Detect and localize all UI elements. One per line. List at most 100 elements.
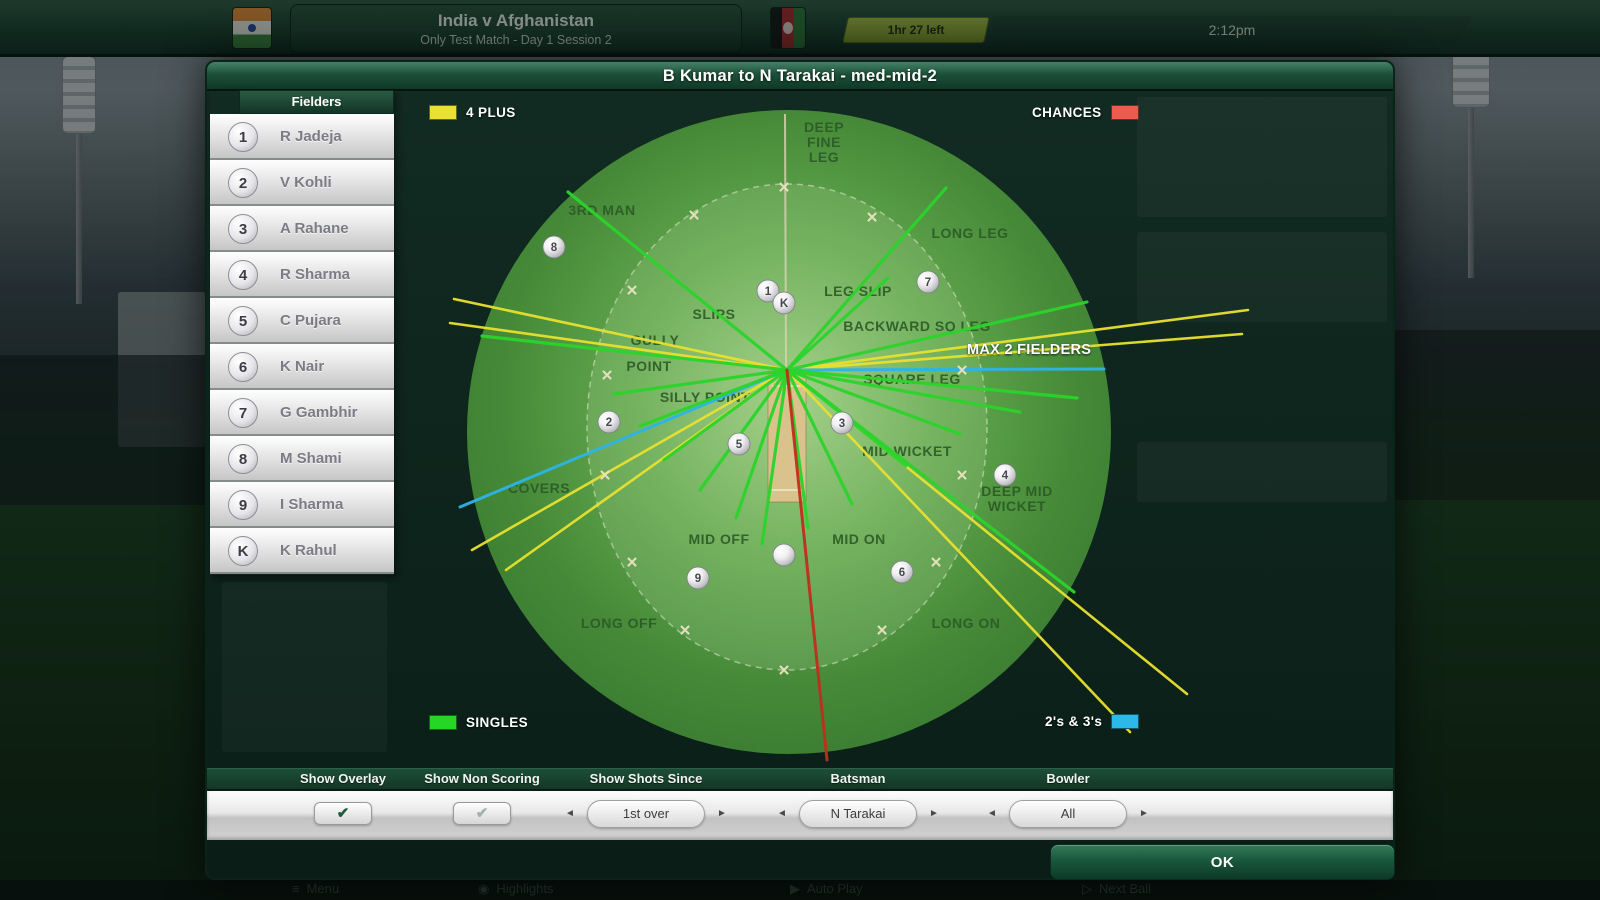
fielder-ball-number: 9	[695, 573, 701, 585]
fielder-name: I Sharma	[280, 496, 344, 513]
spinner-next-icon[interactable]: ►	[929, 808, 939, 819]
fielder-ball-circle	[890, 560, 914, 584]
spinner-prev-icon[interactable]: ◄	[987, 808, 997, 819]
position-label: MID OFF	[688, 531, 749, 547]
fielder-number-ball-icon: K	[228, 536, 258, 566]
bottom-bar-item[interactable]: ▷ Next Ball	[1082, 881, 1151, 897]
floodlight-icon	[62, 56, 96, 304]
fielder-ball-circle	[830, 411, 854, 435]
controls-strip: ✔ ✔ ◄ 1st over ► ◄ N Tarakai ► ◄ All ►	[207, 791, 1393, 840]
singles-label: SINGLES	[466, 715, 529, 730]
shot-line-cyan	[458, 368, 789, 509]
fielder-ball-number: 1	[765, 286, 772, 298]
x-mark: ✕	[679, 623, 692, 640]
position-label: DEEP	[804, 119, 844, 135]
x-mark: ✕	[866, 210, 879, 227]
fielder-name: R Sharma	[280, 266, 351, 283]
x-mark: ✕	[601, 368, 614, 385]
position-label: DEEP MID	[981, 483, 1052, 499]
max-fielders-label: MAX 2 FIELDERS	[967, 342, 1092, 358]
bottom-bar-item[interactable]: ≡ Menu	[292, 881, 339, 896]
spinner-next-icon[interactable]: ►	[717, 808, 727, 819]
fielder-ball: 8	[542, 235, 566, 259]
control-label: Show Non Scoring	[424, 771, 540, 786]
control-label: Show Overlay	[300, 771, 386, 786]
fielder-ball: 2	[597, 410, 621, 434]
fielder-name: R Jadeja	[280, 128, 342, 145]
fielder-ball	[772, 543, 796, 567]
match-header-bar: India v Afghanistan Only Test Match - Da…	[0, 0, 1600, 57]
fielder-number-ball-icon: 9	[228, 490, 258, 520]
shot-line-green	[785, 368, 854, 506]
checkbox-show-non-scoring[interactable]: ✔	[453, 802, 511, 825]
fielder-name: M Shami	[280, 450, 342, 467]
fielder-name: A Rahane	[280, 220, 349, 237]
fielder-ball-number: K	[780, 298, 789, 310]
fielder-ball: K	[772, 291, 796, 315]
fielder-row: K K Rahul	[210, 528, 394, 574]
match-panel: India v Afghanistan Only Test Match - Da…	[290, 4, 742, 53]
afghanistan-flag	[770, 7, 806, 49]
clock-label: 2:12pm	[1208, 22, 1256, 38]
x-mark: ✕	[599, 468, 612, 485]
fielder-ball: 1	[756, 279, 780, 303]
shot-line-green	[662, 368, 789, 462]
fielder-name: V Kohli	[280, 174, 332, 191]
stand-right	[1392, 330, 1600, 500]
fielder-ball: 4	[993, 463, 1017, 487]
bottom-bar-item[interactable]: ▶ Auto Play	[790, 881, 863, 897]
position-label: FINE	[807, 134, 841, 150]
pitch	[767, 373, 807, 503]
fielder-ball-circle	[727, 432, 751, 456]
shot-line-green	[785, 300, 1089, 372]
fielder-row: 3 A Rahane	[210, 206, 394, 252]
match-title: India v Afghanistan	[437, 11, 595, 30]
fielder-ball-number: 4	[1002, 470, 1009, 482]
spinner-next-icon[interactable]: ►	[1139, 808, 1149, 819]
shot-line-green	[734, 368, 789, 520]
game-bottom-bar: ≡ Menu ◉ Highlights ▶ Auto Play ▷ Next Ball	[0, 880, 1600, 900]
spinner-bowler[interactable]: All	[1009, 800, 1127, 828]
spinner-prev-icon[interactable]: ◄	[565, 808, 575, 819]
x-mark: ✕	[956, 468, 969, 485]
fielder-ball-circle	[772, 543, 796, 567]
spinner-show-shots-since[interactable]: 1st over	[587, 800, 705, 828]
fielder-ball-number: 6	[899, 567, 905, 579]
shot-line-green	[480, 334, 789, 372]
wagon-wheel-dialog: B Kumar to N Tarakai - med-mid-2	[205, 60, 1395, 880]
fielders-list: 1 R Jadeja 2 V Kohli 3 A Rahane 4 R Sharma 5 C Pu…	[210, 114, 394, 574]
fielder-ball: 7	[916, 270, 940, 294]
fielder-ball-circle	[916, 270, 940, 294]
spinner-prev-icon[interactable]: ◄	[777, 808, 787, 819]
bottom-bar-item-label: Auto Play	[807, 881, 863, 896]
x-mark: ✕	[876, 623, 889, 640]
fielder-ball: 3	[830, 411, 854, 435]
control-label: Show Shots Since	[589, 771, 703, 786]
chances-label: CHANCES	[1032, 105, 1102, 120]
position-label: MID WICKET	[862, 443, 952, 459]
fine-leg-guide-line	[784, 113, 787, 371]
spinner-batsman[interactable]: N Tarakai	[799, 800, 917, 828]
ok-button[interactable]: OK	[1050, 844, 1395, 880]
fielder-row: 1 R Jadeja	[210, 114, 394, 160]
menu-icon: ≡	[292, 881, 300, 896]
fielder-ball: 5	[727, 432, 751, 456]
checkbox-show-overlay[interactable]: ✔	[314, 802, 372, 825]
fielder-ball-circle	[597, 410, 621, 434]
shot-line-yellow	[785, 308, 1250, 372]
fielder-name: K Rahul	[280, 542, 337, 559]
nextball-icon: ▷	[1082, 881, 1092, 896]
shot-line-red	[785, 368, 829, 762]
fielder-number-ball-icon: 1	[228, 122, 258, 152]
fielder-ball-number: 2	[606, 417, 612, 429]
fielder-number-ball-icon: 4	[228, 260, 258, 290]
position-label: LONG LEG	[931, 225, 1008, 241]
control-label: Batsman	[830, 771, 886, 786]
shot-line-yellow	[470, 368, 789, 552]
position-label: LONG ON	[932, 615, 1001, 631]
autoplay-icon: ▶	[790, 881, 800, 896]
shot-line-cyan	[785, 367, 1106, 372]
bottom-bar-item[interactable]: ◉ Highlights	[478, 881, 553, 897]
position-label: SLIPS	[693, 306, 736, 322]
fielder-ball-number: 8	[551, 242, 558, 254]
